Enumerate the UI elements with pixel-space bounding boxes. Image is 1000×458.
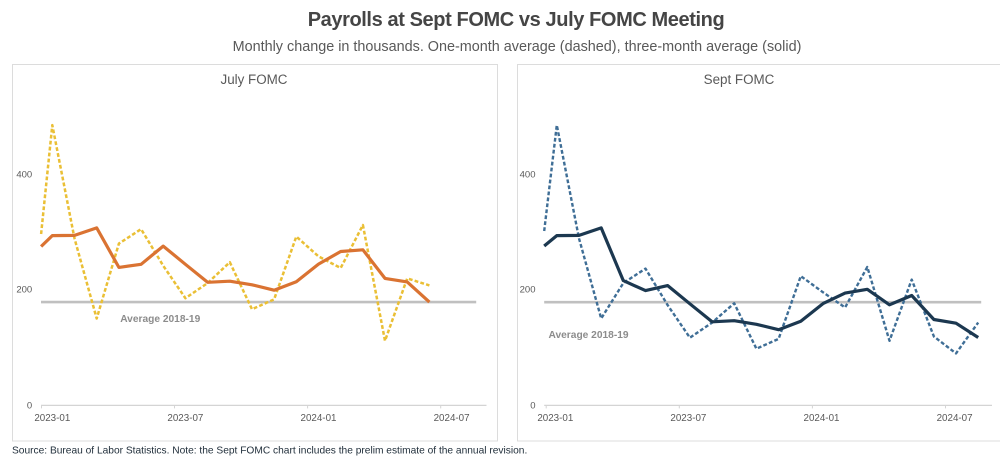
svg-text:400: 400 <box>520 170 536 181</box>
svg-text:Sept FOMC: Sept FOMC <box>704 72 775 87</box>
svg-text:Source: Bureau of Labor Statis: Source: Bureau of Labor Statistics. Note… <box>12 446 527 457</box>
svg-text:0: 0 <box>27 401 32 412</box>
svg-text:200: 200 <box>520 285 536 296</box>
svg-text:July FOMC: July FOMC <box>221 72 288 87</box>
svg-text:0: 0 <box>530 401 535 412</box>
svg-text:200: 200 <box>16 285 32 296</box>
svg-text:2023-07: 2023-07 <box>167 413 203 424</box>
svg-text:Payrolls at Sept FOMC vs July: Payrolls at Sept FOMC vs July FOMC Meeti… <box>308 9 725 31</box>
svg-text:Average 2018-19: Average 2018-19 <box>549 330 629 341</box>
svg-text:2023-07: 2023-07 <box>670 413 706 424</box>
svg-text:2024-07: 2024-07 <box>937 413 973 424</box>
svg-text:Monthly change in thousands. O: Monthly change in thousands. One-month a… <box>233 39 802 55</box>
svg-text:2023-01: 2023-01 <box>537 413 573 424</box>
svg-text:Average 2018-19: Average 2018-19 <box>120 314 200 325</box>
svg-text:2024-01: 2024-01 <box>301 413 337 424</box>
svg-text:400: 400 <box>16 170 32 181</box>
svg-text:2024-01: 2024-01 <box>804 413 840 424</box>
svg-text:2023-01: 2023-01 <box>34 413 70 424</box>
svg-text:2024-07: 2024-07 <box>434 413 470 424</box>
